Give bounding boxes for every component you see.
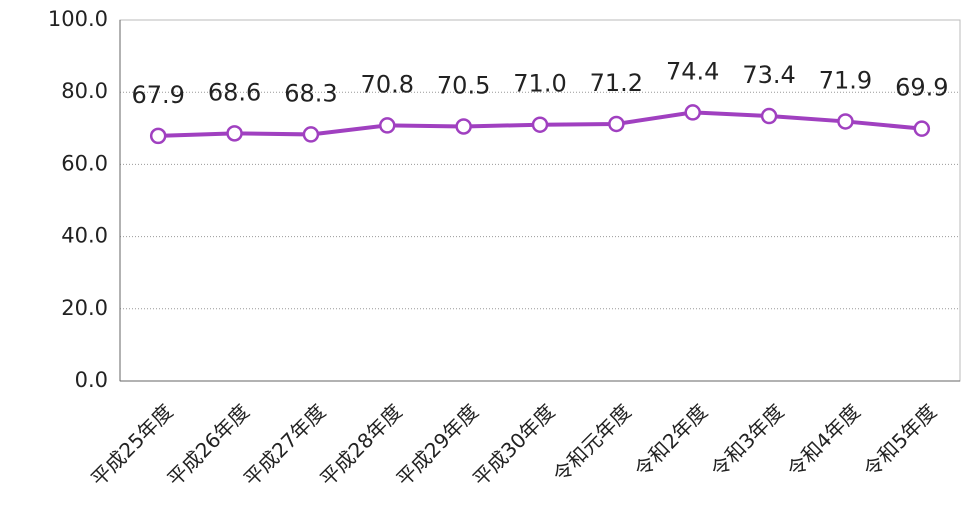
x-tick-label: 令和4年度 <box>782 399 865 482</box>
data-label: 68.6 <box>208 78 261 106</box>
x-tick-label: 令和3年度 <box>706 399 789 482</box>
marker <box>760 107 778 125</box>
data-label: 70.8 <box>361 70 414 98</box>
marker <box>149 127 167 145</box>
data-label: 69.9 <box>895 74 948 102</box>
data-label: 73.4 <box>742 61 795 89</box>
x-tick-label: 令和2年度 <box>630 399 713 482</box>
y-tick-label: 0.0 <box>75 368 108 392</box>
x-tick-label: 平成26年度 <box>162 399 254 491</box>
x-tick-label: 令和元年度 <box>548 399 636 487</box>
x-tick-label: 平成28年度 <box>315 399 407 491</box>
data-label: 68.3 <box>284 79 337 107</box>
marker <box>608 115 625 133</box>
x-tick-label: 平成30年度 <box>468 399 560 491</box>
marker <box>913 120 931 137</box>
x-tick-label: 平成29年度 <box>392 399 484 491</box>
data-label: 67.9 <box>131 81 184 109</box>
marker <box>684 104 701 121</box>
y-tick-label: 40.0 <box>61 224 108 248</box>
y-tick-label: 20.0 <box>61 296 108 320</box>
marker <box>455 118 472 135</box>
data-label: 71.0 <box>513 70 566 98</box>
data-label: 70.5 <box>437 71 490 99</box>
marker <box>302 126 320 143</box>
x-tick-label: 平成27年度 <box>239 399 331 491</box>
data-label: 71.2 <box>590 69 643 97</box>
x-tick-label: 令和5年度 <box>859 399 942 482</box>
marker <box>379 117 396 134</box>
marker <box>531 116 549 133</box>
x-tick-label: 平成25年度 <box>86 399 178 491</box>
y-tick-label: 100.0 <box>48 7 108 31</box>
data-label: 74.4 <box>666 57 719 85</box>
data-label: 71.9 <box>819 66 872 94</box>
marker <box>837 113 854 130</box>
y-tick-label: 80.0 <box>61 79 108 103</box>
marker <box>226 125 243 142</box>
y-tick-label: 60.0 <box>61 151 108 175</box>
